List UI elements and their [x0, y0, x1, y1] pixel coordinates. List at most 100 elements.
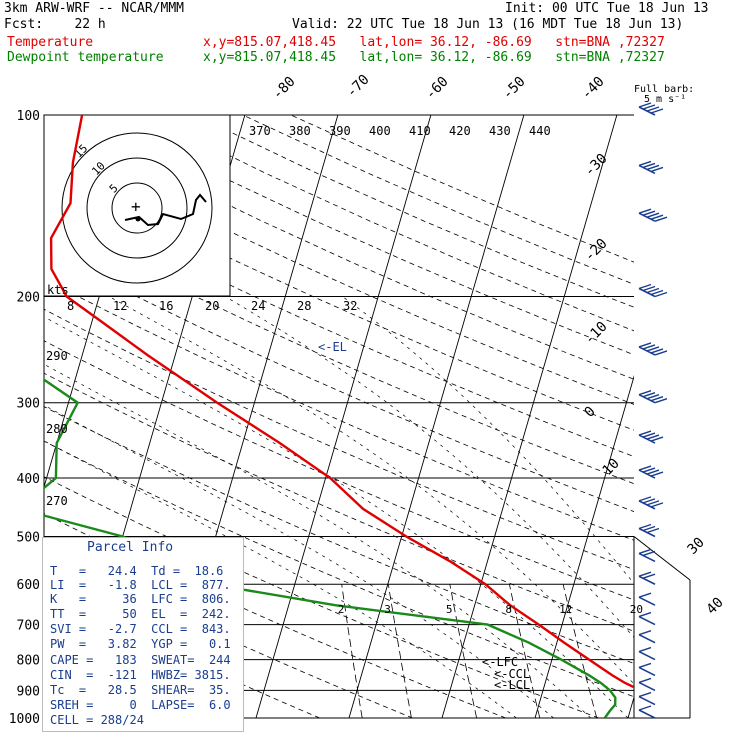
dry-adiabat-line: [44, 372, 634, 632]
wind-barb-flag: [650, 166, 664, 173]
pressure-label: 800: [17, 654, 40, 669]
barb-key-line1: Full barb:: [634, 84, 695, 95]
theta-label: 410: [409, 124, 431, 138]
wind-barb-flag: [650, 471, 664, 477]
wind-barb-flag: [642, 285, 656, 292]
model-title: 3km ARW-WRF -- NCAR/MMM: [4, 1, 185, 16]
wind-speed-tick: 24: [251, 299, 265, 313]
wind-barbs: [638, 102, 668, 719]
valid-time: Valid: 22 UTC Tue 18 Jun 13 (16 MDT Tue …: [292, 17, 684, 32]
wind-barb-flag: [646, 394, 660, 400]
theta-label: 390: [329, 124, 351, 138]
level-annotation: <-CCL: [494, 667, 530, 681]
isotherm-label: -30: [582, 151, 611, 180]
mixing-ratio-line: [387, 584, 412, 718]
theta-label: 370: [249, 124, 271, 138]
wind-barb-flag: [638, 430, 652, 436]
level-annotation: <-EL: [318, 340, 347, 354]
pressure-label: 300: [17, 397, 40, 412]
mixing-ratio-label: 8: [505, 603, 512, 616]
parcel-row: K = 36 LFC = 806.: [50, 592, 231, 606]
wind-barb-flag: [638, 496, 652, 502]
wind-barb-flag: [650, 396, 664, 402]
wind-barb-flag: [638, 465, 652, 471]
pressure-label: 500: [17, 530, 40, 545]
hodograph-ring: [61, 132, 213, 284]
isotherm-line: [721, 115, 740, 718]
dry-adiabat-line: [242, 115, 634, 285]
parcel-row: TT = 50 EL = 242.: [50, 607, 231, 621]
wind-barb-flag: [642, 392, 656, 398]
level-annotation: <-LCL: [494, 678, 530, 692]
parcel-row: Tc = 28.5 SHEAR= 35.: [50, 683, 231, 697]
parcel-row: CELL = 288/24: [50, 713, 144, 727]
wind-barb-flag: [642, 432, 656, 438]
wind-barb: [638, 666, 656, 677]
mixing-ratio-label: 12: [559, 603, 572, 616]
wind-speed-tick: 8: [67, 299, 74, 313]
isotherm-line: [348, 115, 525, 718]
forecast-hour: Fcst: 22 h: [4, 17, 106, 32]
hodograph-start: [135, 216, 141, 222]
parcel-row: SREH = 0 LAPSE= 6.0: [50, 698, 231, 712]
moist-adiabat-line: [44, 404, 554, 718]
dry-adiabat-line: [50, 115, 634, 380]
wind-barb-flag: [654, 216, 668, 222]
wind-barb: [638, 615, 656, 626]
wind-barb-flag: [646, 434, 660, 440]
hodograph-trace: [124, 193, 207, 227]
hodograph-frame: [43, 114, 231, 297]
dry-adiabat-label: 290: [46, 349, 68, 363]
parcel-row: LI = -1.8 LCL = 877.: [50, 578, 231, 592]
parcel-info-title: Parcel Info: [87, 540, 174, 555]
wind-speed-unit: kts: [47, 283, 69, 297]
wind-barb-flag: [642, 573, 656, 579]
mixing-ratio-label: 3: [384, 603, 391, 616]
wind-barb-flag: [638, 611, 652, 618]
wind-barb-flag: [642, 467, 656, 473]
dewpoint-location: x,y=815.07,418.45 lat,lon= 36.12, -86.69…: [203, 50, 665, 65]
mixing-ratio-label: 5: [446, 603, 453, 616]
wind-barb-flag: [650, 214, 664, 220]
wind-barb-flag: [646, 469, 660, 475]
wind-barb-flag: [638, 342, 652, 348]
wind-barb-flag: [642, 550, 656, 557]
mixing-ratio-line: [341, 584, 363, 718]
isotherm-label: -10: [582, 319, 611, 348]
dry-adiabat-line: [44, 278, 634, 541]
wind-barb-flag: [638, 646, 652, 653]
parcel-row: CAPE = 183 SWEAT= 244: [50, 653, 231, 667]
hodograph-center: +: [131, 197, 141, 216]
isotherm-line: [255, 115, 432, 718]
parcel-row: T = 24.4 Td = 18.6: [50, 564, 224, 578]
wind-speed-tick: 28: [297, 299, 311, 313]
wind-barb-flag: [646, 212, 660, 218]
wind-barb-flag: [650, 436, 664, 442]
wind-barb-flag: [650, 348, 664, 354]
wind-speed-tick: 20: [205, 299, 219, 313]
dry-adiabat-line: [44, 219, 634, 485]
dry-adiabat-line: [44, 440, 634, 698]
pressure-label: 400: [17, 472, 40, 487]
mixing-ratio-line: [449, 584, 477, 718]
wind-barb-flag: [642, 498, 656, 504]
barb-key-line2: 5 m s⁻¹: [644, 94, 687, 105]
wind-barb-flag: [650, 108, 664, 114]
temperature-location: x,y=815.07,418.45 lat,lon= 36.12, -86.69…: [203, 35, 665, 50]
isotherm-line: [627, 695, 634, 718]
wind-barb-flag: [646, 500, 660, 506]
wind-barb: [638, 633, 656, 644]
level-annotation: <-LFC: [482, 655, 518, 669]
isotherm-label: -70: [344, 72, 373, 101]
wind-barb: [638, 650, 656, 661]
wind-speed-tick: 12: [113, 299, 127, 313]
parcel-row: PW = 3.82 YGP = 0.1: [50, 637, 231, 651]
wind-barb: [638, 596, 656, 606]
hodograph-ring: [86, 157, 188, 259]
wind-barb-flag: [654, 350, 668, 356]
dry-adiabat-line: [44, 406, 634, 664]
isotherm-label: 10: [600, 456, 623, 479]
dry-adiabat-line: [194, 115, 634, 308]
isotherm-label: -80: [270, 74, 299, 103]
